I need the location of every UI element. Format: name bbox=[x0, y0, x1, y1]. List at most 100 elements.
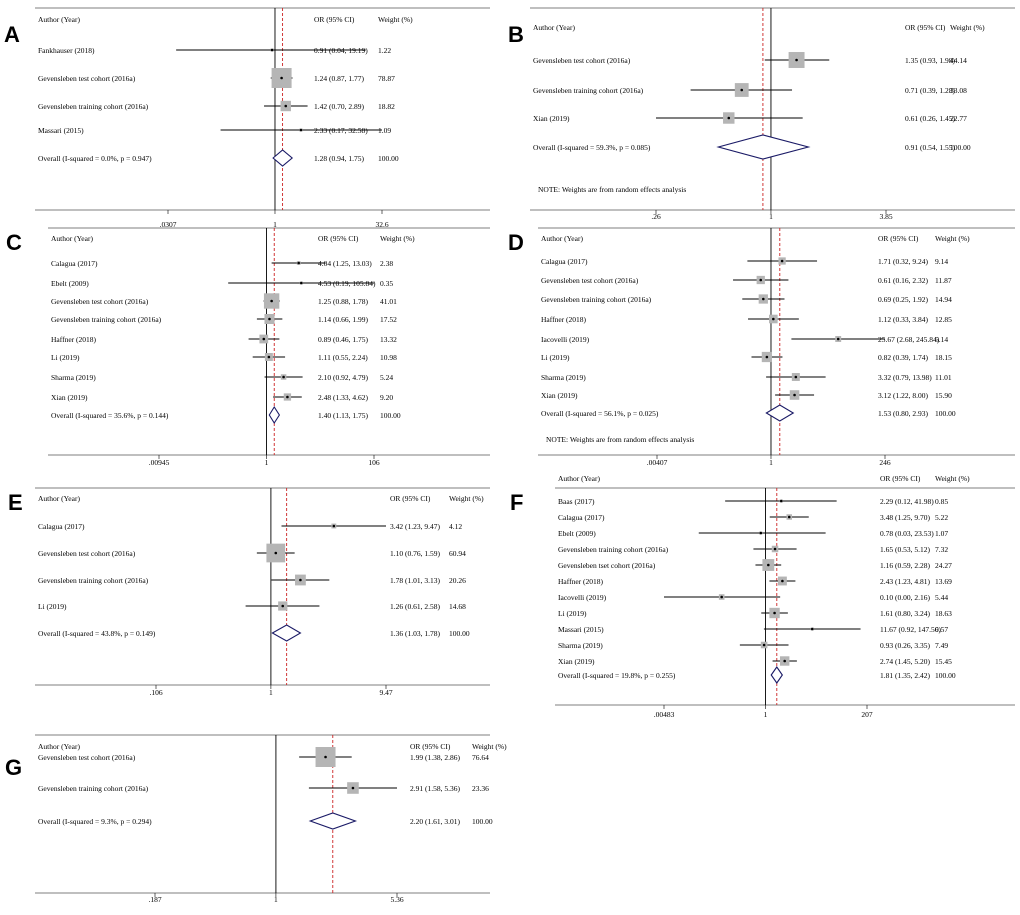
axis-tick-label: .0307 bbox=[160, 220, 177, 229]
study-weight: 1.22 bbox=[378, 46, 391, 55]
point-estimate bbox=[762, 643, 766, 647]
study-or-ci: 0.69 (0.25, 1.92) bbox=[878, 295, 928, 304]
study-weight: 11.01 bbox=[935, 373, 952, 382]
study-or-ci: 1.16 (0.59, 2.28) bbox=[880, 561, 930, 570]
study-weight: 23.36 bbox=[472, 784, 489, 793]
study-weight: 18.15 bbox=[935, 353, 952, 362]
study-or-ci: 1.12 (0.33, 3.84) bbox=[878, 315, 928, 324]
header-or-ci: OR (95% CI) bbox=[314, 15, 355, 24]
point-estimate bbox=[268, 317, 271, 321]
study-weight: 44.14 bbox=[950, 56, 967, 65]
header-weight: Weight (%) bbox=[950, 23, 985, 32]
study-label: Li (2019) bbox=[558, 609, 587, 618]
study-label: Haffner (2018) bbox=[558, 577, 604, 586]
point-estimate bbox=[773, 547, 777, 551]
study-or-ci: 1.14 (0.66, 1.99) bbox=[318, 315, 368, 324]
header-author-year: Author (Year) bbox=[38, 15, 80, 24]
header-author-year: Author (Year) bbox=[533, 23, 575, 32]
study-weight: 11.87 bbox=[935, 276, 952, 285]
study-or-ci: 1.61 (0.80, 3.24) bbox=[880, 609, 930, 618]
overall-label: Overall (I-squared = 59.3%, p = 0.085) bbox=[533, 143, 651, 152]
study-label: Gevensleben training cohort (2016a) bbox=[38, 576, 149, 585]
study-or-ci: 3.48 (1.25, 9.70) bbox=[880, 513, 930, 522]
overall-diamond bbox=[308, 812, 358, 830]
study-or-ci: 1.35 (0.93, 1.98) bbox=[905, 56, 955, 65]
point-estimate bbox=[297, 261, 300, 265]
study-weight: 15.90 bbox=[935, 391, 952, 400]
study-weight: 78.87 bbox=[378, 74, 395, 83]
axis-tick-label: 1 bbox=[764, 710, 768, 719]
point-estimate bbox=[332, 524, 336, 528]
header-or-ci: OR (95% CI) bbox=[390, 494, 431, 503]
overall-label: Overall (I-squared = 0.0%, p = 0.947) bbox=[38, 154, 152, 163]
axis-tick-label: .106 bbox=[149, 688, 162, 697]
axis-tick-label: 5.36 bbox=[390, 895, 403, 904]
study-weight: 6.14 bbox=[935, 335, 948, 344]
header-weight: Weight (%) bbox=[449, 494, 484, 503]
axis-tick-label: 3.85 bbox=[879, 212, 892, 221]
study-label: Gevensleben test cohort (2016a) bbox=[541, 276, 639, 285]
study-weight: 18.63 bbox=[935, 609, 952, 618]
point-estimate bbox=[270, 299, 273, 303]
overall-weight: 100.00 bbox=[380, 411, 401, 420]
study-label: Sharma (2019) bbox=[541, 373, 586, 382]
overall-diamond bbox=[765, 404, 795, 422]
study-or-ci: 1.25 (0.88, 1.78) bbox=[318, 297, 368, 306]
study-or-ci: 0.91 (0.04, 19.19) bbox=[314, 46, 368, 55]
study-label: Li (2019) bbox=[51, 353, 80, 362]
study-weight: 5.24 bbox=[380, 373, 393, 382]
study-or-ci: 2.29 (0.12, 41.98) bbox=[880, 497, 934, 506]
study-or-ci: 3.42 (1.23, 9.47) bbox=[390, 522, 440, 531]
header-author-year: Author (Year) bbox=[51, 234, 93, 243]
study-label: Fankhauser (2018) bbox=[38, 46, 95, 55]
study-weight: 13.32 bbox=[380, 335, 397, 344]
overall-or-ci: 1.36 (1.03, 1.78) bbox=[390, 629, 440, 638]
point-estimate bbox=[759, 278, 763, 282]
study-weight: 0.57 bbox=[935, 625, 948, 634]
random-effects-note: NOTE: Weights are from random effects an… bbox=[546, 435, 694, 444]
study-label: Iacovelli (2019) bbox=[558, 593, 607, 602]
overall-weight: 100.00 bbox=[950, 143, 971, 152]
point-estimate bbox=[299, 128, 303, 132]
study-label: Xian (2019) bbox=[558, 657, 595, 666]
study-weight: 22.77 bbox=[950, 114, 967, 123]
point-estimate bbox=[759, 531, 763, 535]
header-or-ci: OR (95% CI) bbox=[318, 234, 359, 243]
study-or-ci: 1.71 (0.32, 9.24) bbox=[878, 257, 928, 266]
axis-tick-label: 1 bbox=[273, 220, 277, 229]
point-estimate bbox=[267, 355, 271, 359]
point-estimate bbox=[740, 88, 744, 92]
study-or-ci: 2.74 (1.45, 5.20) bbox=[880, 657, 930, 666]
study-label: Gevensleben test cohort (2016a) bbox=[51, 297, 149, 306]
axis-tick-label: 1 bbox=[274, 895, 278, 904]
point-estimate bbox=[765, 355, 769, 359]
point-estimate bbox=[783, 659, 786, 663]
header-or-ci: OR (95% CI) bbox=[878, 234, 919, 243]
study-or-ci: 0.78 (0.03, 23.53) bbox=[880, 529, 934, 538]
study-weight: 1.07 bbox=[935, 529, 948, 538]
study-weight: 5.22 bbox=[935, 513, 948, 522]
study-weight: 13.69 bbox=[935, 577, 952, 586]
study-weight: 14.68 bbox=[449, 602, 466, 611]
study-label: Li (2019) bbox=[541, 353, 570, 362]
study-label: Calagua (2017) bbox=[38, 522, 85, 531]
point-estimate bbox=[720, 595, 723, 599]
overall-label: Overall (I-squared = 35.6%, p = 0.144) bbox=[51, 411, 169, 420]
study-or-ci: 2.91 (1.58, 5.36) bbox=[410, 784, 460, 793]
overall-diamond bbox=[716, 134, 811, 160]
study-weight: 9.14 bbox=[935, 257, 948, 266]
header-weight: Weight (%) bbox=[935, 474, 970, 483]
axis-tick-label: 1 bbox=[769, 458, 773, 467]
point-estimate bbox=[794, 375, 798, 379]
study-label: Xian (2019) bbox=[541, 391, 578, 400]
study-weight: 7.32 bbox=[935, 545, 948, 554]
study-weight: 14.94 bbox=[935, 295, 952, 304]
point-estimate bbox=[262, 337, 266, 341]
overall-or-ci: 0.91 (0.54, 1.55) bbox=[905, 143, 955, 152]
point-estimate bbox=[779, 499, 783, 503]
point-estimate bbox=[762, 297, 765, 301]
axis-tick-label: .00483 bbox=[654, 710, 675, 719]
study-or-ci: 1.24 (0.87, 1.77) bbox=[314, 74, 364, 83]
point-estimate bbox=[324, 755, 327, 759]
axis-tick-label: .26 bbox=[651, 212, 661, 221]
